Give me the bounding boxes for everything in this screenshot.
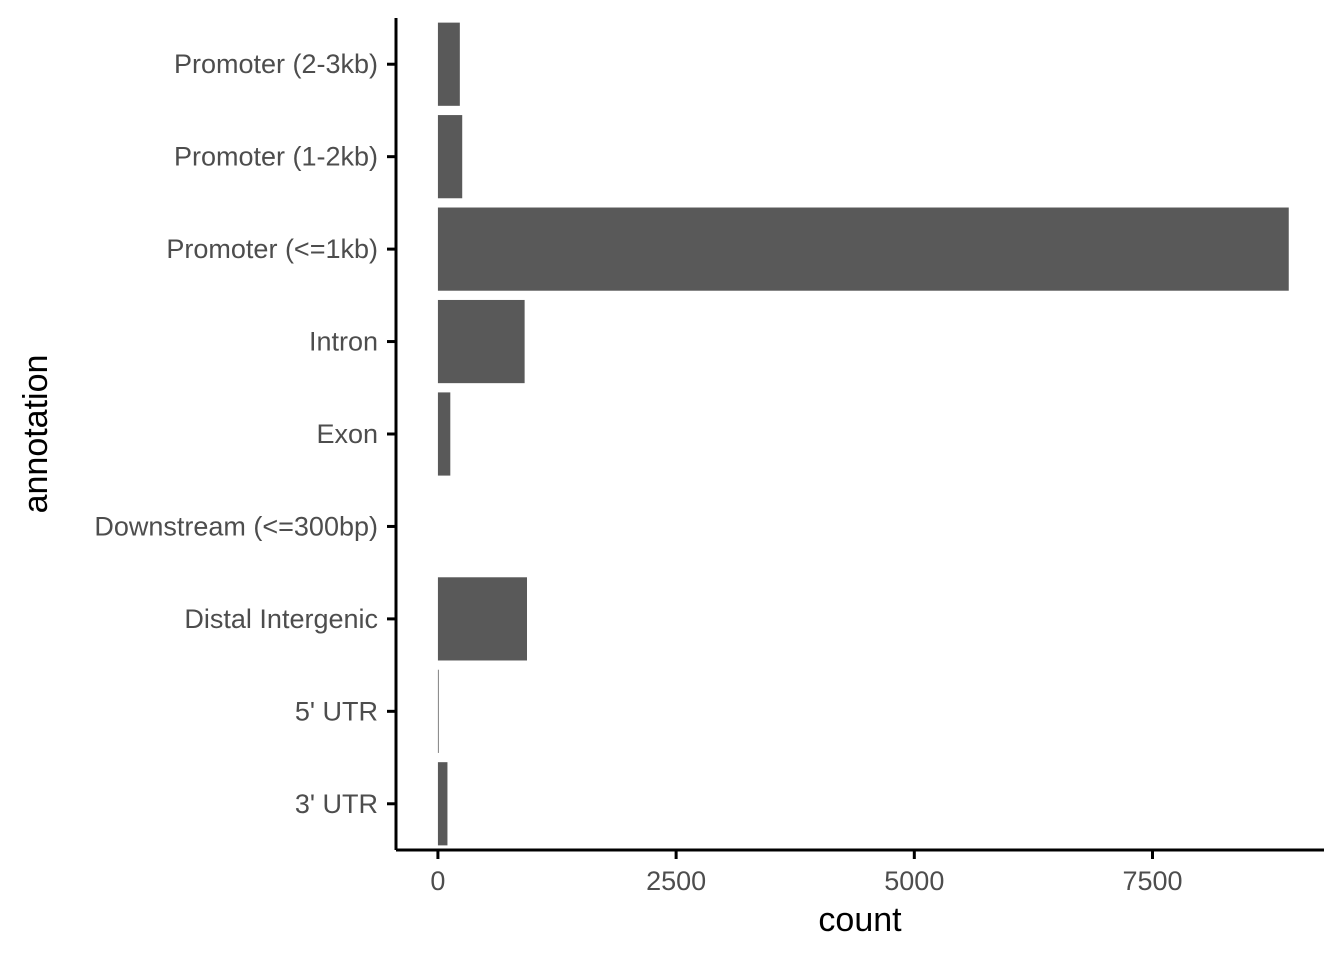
x-axis-ticks: 0 2500 5000 7500 xyxy=(430,850,1183,896)
x-axis-title: count xyxy=(818,901,902,939)
x-tick-label-3: 7500 xyxy=(1122,866,1182,896)
bar-3 xyxy=(437,299,525,384)
y-axis-ticks: Promoter (2-3kb) Promoter (1-2kb) Promoter… xyxy=(94,49,396,819)
bar-8 xyxy=(437,762,448,846)
y-tick-label-7: 5' UTR xyxy=(295,696,378,726)
bar-6 xyxy=(437,577,528,661)
bar-2 xyxy=(437,207,1289,291)
bar-4 xyxy=(437,392,451,476)
y-tick-label-5: Downstream (<=300bp) xyxy=(94,511,378,541)
bar-0 xyxy=(437,22,460,106)
y-tick-label-0: Promoter (2-3kb) xyxy=(174,49,378,79)
x-tick-label-1: 2500 xyxy=(646,866,706,896)
bar-1 xyxy=(437,115,463,199)
x-tick-label-2: 5000 xyxy=(884,866,944,896)
x-tick-label-0: 0 xyxy=(430,866,445,896)
y-tick-label-4: Exon xyxy=(316,419,378,449)
y-tick-label-8: 3' UTR xyxy=(295,789,378,819)
bar-7 xyxy=(437,669,439,753)
y-tick-label-1: Promoter (1-2kb) xyxy=(174,142,378,172)
y-tick-label-6: Distal Intergenic xyxy=(184,604,378,634)
y-tick-label-2: Promoter (<=1kb) xyxy=(166,234,378,264)
y-axis-title: annotation xyxy=(17,355,55,514)
y-axis: Promoter (2-3kb) Promoter (1-2kb) Promoter… xyxy=(94,18,398,850)
y-tick-label-3: Intron xyxy=(309,327,378,357)
x-axis: 0 2500 5000 7500 xyxy=(396,848,1324,896)
bars-group xyxy=(437,22,1289,846)
